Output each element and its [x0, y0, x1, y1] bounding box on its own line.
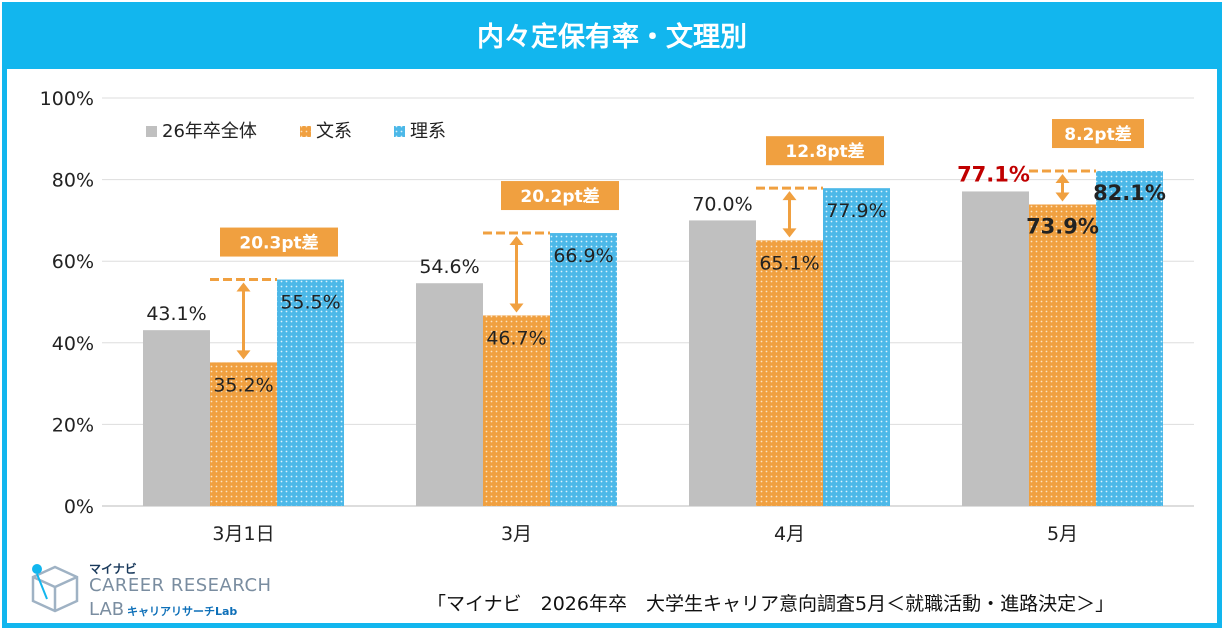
gap-label-box [766, 136, 884, 166]
value-label-all: 77.1% [957, 162, 1030, 186]
bar-humanities [1029, 204, 1096, 506]
y-tick-label: 20% [52, 414, 94, 436]
legend-label: 文系 [316, 121, 352, 142]
y-tick-label: 60% [52, 251, 94, 273]
y-tick-label: 100% [40, 88, 94, 110]
brand-mynavi: マイナビ [89, 562, 137, 576]
bar-all [689, 220, 756, 506]
gap-label-box [220, 227, 338, 257]
y-tick-label: 0% [64, 496, 94, 518]
bar-humanities [483, 315, 550, 506]
value-label-humanities: 46.7% [486, 327, 546, 349]
gap-label-box [1052, 119, 1144, 149]
chart-title: 内々定保有率・文理別 [7, 7, 1217, 69]
value-label-sciences: 55.5% [280, 292, 340, 314]
value-label-humanities: 35.2% [213, 374, 273, 396]
brand-lab: LAB [89, 599, 125, 620]
bar-humanities [756, 240, 823, 506]
bar-all [143, 330, 210, 506]
legend-swatch [300, 126, 311, 137]
gap-label: 20.3pt差 [239, 233, 318, 254]
legend-label: 26年卒全体 [162, 121, 257, 142]
bar-chart: 0% 20% 40% 60% 80% 100% 3月1日 20.3pt差 43.1% 35.2%… [40, 88, 1194, 545]
source-note: 「マイナビ 2026年卒 大学生キャリア意向調査5月＜就職活動・進路決定＞」 [427, 593, 1115, 615]
gap-arrow-head [236, 350, 251, 360]
gap-label: 12.8pt差 [785, 141, 864, 162]
gap-arrow-head [782, 228, 797, 238]
value-label-all: 70.0% [692, 193, 752, 215]
value-label-humanities: 73.9% [1026, 214, 1099, 238]
value-label-all: 43.1% [146, 303, 206, 325]
bar-all [416, 283, 483, 506]
y-tick-label: 40% [52, 333, 94, 355]
bar-humanities [210, 362, 277, 506]
gap-arrow-head [509, 303, 524, 313]
value-label-humanities: 65.1% [759, 252, 819, 274]
bar-sciences [823, 188, 890, 506]
career-research-lab-logo-icon [31, 564, 79, 613]
x-tick-label: 4月 [774, 523, 805, 545]
value-label-sciences: 77.9% [826, 200, 886, 222]
bar-sciences [550, 233, 617, 506]
x-tick-label: 5月 [1047, 523, 1078, 545]
y-tick-label: 80% [52, 170, 94, 192]
gap-label: 20.2pt差 [520, 186, 599, 207]
bar-all [962, 191, 1029, 506]
gap-label: 8.2pt差 [1064, 124, 1131, 145]
brand-sub: キャリアリサーチLab [127, 605, 238, 618]
legend-swatch [394, 126, 405, 137]
gap-arrow-head [509, 236, 524, 246]
bar-sciences [277, 279, 344, 506]
x-tick-label: 3月1日 [212, 523, 274, 545]
legend-label: 理系 [410, 121, 446, 142]
value-label-sciences: 82.1% [1093, 181, 1166, 205]
value-label-all: 54.6% [419, 256, 479, 278]
legend-swatch [146, 126, 157, 137]
gap-arrow-head [236, 282, 251, 292]
gap-arrow-head [782, 191, 797, 201]
bar-sciences [1096, 171, 1163, 507]
gap-arrow-head [1055, 174, 1070, 184]
brand-name: CAREER RESEARCH [89, 575, 272, 596]
gap-arrow-head [1055, 192, 1070, 202]
x-tick-label: 3月 [501, 523, 532, 545]
gap-label-box [501, 181, 619, 211]
value-label-sciences: 66.9% [553, 245, 613, 267]
